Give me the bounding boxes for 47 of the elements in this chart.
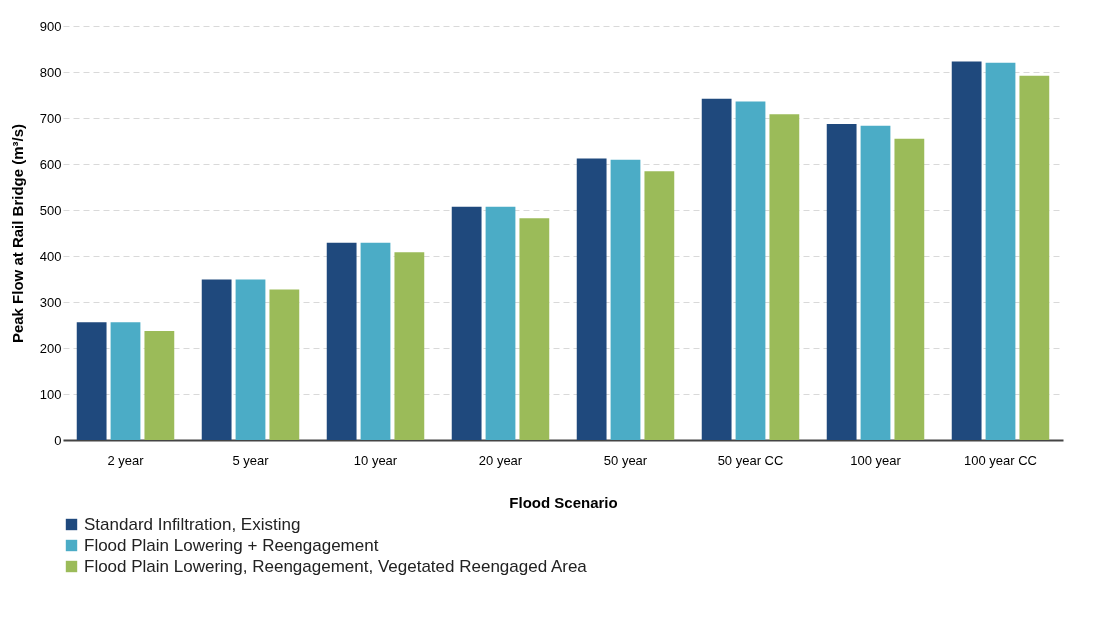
legend-label: Flood Plain Lowering, Reengagement, Vegetated Reengaged Area — [84, 556, 588, 576]
y-tick-label: 300 — [39, 294, 62, 310]
y-axis-title: Peak Flow at Rail Bridge (m³/s) — [8, 123, 26, 344]
x-tick-label: 50 year CC — [717, 452, 784, 468]
y-tick-label: 900 — [39, 18, 62, 34]
bar — [826, 123, 857, 440]
y-tick-label: 0 — [54, 432, 62, 448]
legend-label: Standard Infiltration, Existing — [84, 514, 301, 534]
y-tick-label: 400 — [39, 248, 62, 264]
bar — [985, 62, 1016, 440]
bar — [735, 101, 766, 440]
bar — [360, 242, 391, 440]
x-tick-label: 20 year — [478, 452, 523, 468]
bar — [519, 218, 550, 440]
y-tick-label: 800 — [39, 64, 62, 80]
bar — [269, 289, 300, 440]
x-axis-title: Flood Scenario — [509, 493, 618, 511]
bar — [110, 322, 141, 440]
bar — [485, 206, 516, 440]
bar — [235, 279, 266, 440]
bar — [144, 330, 175, 440]
bar — [644, 171, 675, 440]
bar — [201, 279, 232, 440]
x-tick-label: 100 year CC — [964, 452, 1037, 468]
y-tick-label: 600 — [39, 156, 62, 172]
y-tick-label: 200 — [39, 340, 62, 356]
bar — [701, 98, 732, 440]
y-tick-label: 700 — [39, 110, 62, 126]
bar — [394, 252, 425, 440]
bar — [76, 322, 107, 440]
x-tick-label: 50 year — [603, 452, 648, 468]
bar — [769, 114, 800, 440]
bar — [451, 206, 482, 440]
y-tick-label: 500 — [39, 202, 62, 218]
legend-label: Flood Plain Lowering + Reengagement — [84, 535, 379, 555]
bar — [860, 125, 891, 440]
x-tick-label: 100 year — [850, 452, 902, 468]
x-tick-label: 5 year — [232, 452, 270, 468]
bar — [326, 242, 357, 440]
bar — [576, 158, 607, 440]
bar — [951, 61, 982, 440]
y-tick-label: 100 — [39, 386, 62, 402]
x-tick-label: 2 year — [107, 452, 145, 468]
x-tick-label: 10 year — [353, 452, 398, 468]
bar — [1019, 75, 1050, 440]
bar — [610, 159, 641, 440]
bar — [894, 138, 925, 440]
